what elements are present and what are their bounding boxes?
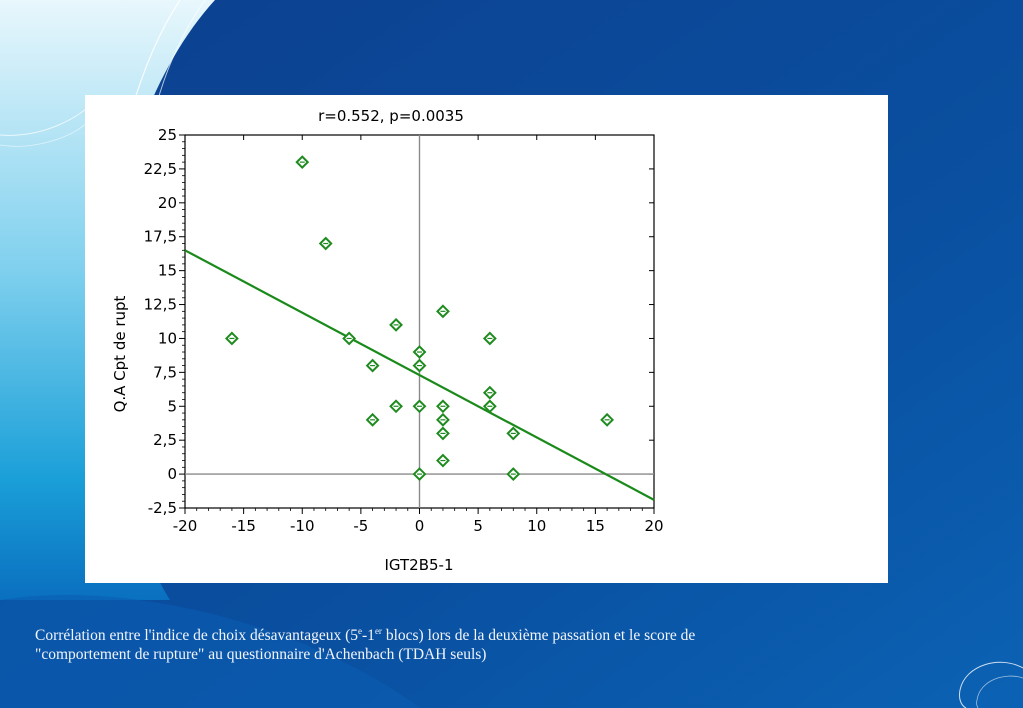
data-points [224,155,615,482]
data-point [295,155,310,170]
data-point [436,399,450,414]
x-tick-label: -15 [231,517,256,535]
y-tick-label: 5 [167,397,177,415]
data-point [482,331,497,346]
caption-line-2: "comportement de rupture" au questionnai… [35,646,487,664]
scatter-chart: -20 -15 -10 -5 0 5 10 15 20 -2,5 0 2,5 5 7,5 10 12,5 15 1… [111,107,664,574]
y-tick-label: 0 [167,465,177,483]
x-tick-label: 15 [586,517,605,535]
y-tick-label: 12,5 [144,296,177,314]
data-point [412,345,427,359]
y-tick-label: 25 [158,126,177,144]
data-point [506,426,521,441]
slide-caption: Corrélation entre l'indice de choix désa… [35,622,995,664]
y-axis-label: Q.A Cpt de rupt [111,295,129,412]
x-tick-label: 5 [473,517,483,535]
x-tick-label: 0 [415,517,425,535]
data-point [342,331,357,346]
reference-lines [185,135,654,508]
data-point [600,412,615,427]
chart-panel: -20 -15 -10 -5 0 5 10 15 20 -2,5 0 2,5 5 7,5 10 12,5 15 1… [85,95,888,583]
y-tick-label: 22,5 [144,160,177,178]
data-point [412,399,427,414]
data-point [318,236,333,251]
data-point [436,426,450,441]
data-point [436,412,450,427]
y-tick-label: 10 [158,329,177,347]
data-point [224,331,239,346]
data-point [365,412,380,427]
data-point [412,467,427,482]
data-point [389,317,403,332]
fit-line-layer [184,249,655,501]
data-point [482,385,497,400]
y-tick-label: 7,5 [153,363,177,381]
y-tick-label: -2,5 [148,499,177,517]
y-tick-label: 15 [158,262,177,280]
data-point [436,453,450,468]
data-point [506,467,521,482]
y-tick-label: 20 [158,194,177,212]
x-tick-label: -10 [290,517,315,535]
x-tick-label: -5 [353,517,368,535]
y-tick-label: 17,5 [144,228,177,246]
data-point [436,304,450,319]
data-point [412,358,427,373]
data-point [389,399,403,414]
x-tick-label: 10 [527,517,546,535]
regression-line [184,249,655,501]
y-tick-label: 2,5 [153,431,177,449]
data-point [365,358,380,373]
data-point [482,399,497,414]
chart-title: r=0.552, p=0.0035 [318,107,464,125]
caption-line-1: Corrélation entre l'indice de choix désa… [35,626,696,645]
x-tick-label: -20 [173,517,198,535]
x-axis-label: IGT2B5-1 [384,556,453,574]
x-tick-label: 20 [644,517,663,535]
